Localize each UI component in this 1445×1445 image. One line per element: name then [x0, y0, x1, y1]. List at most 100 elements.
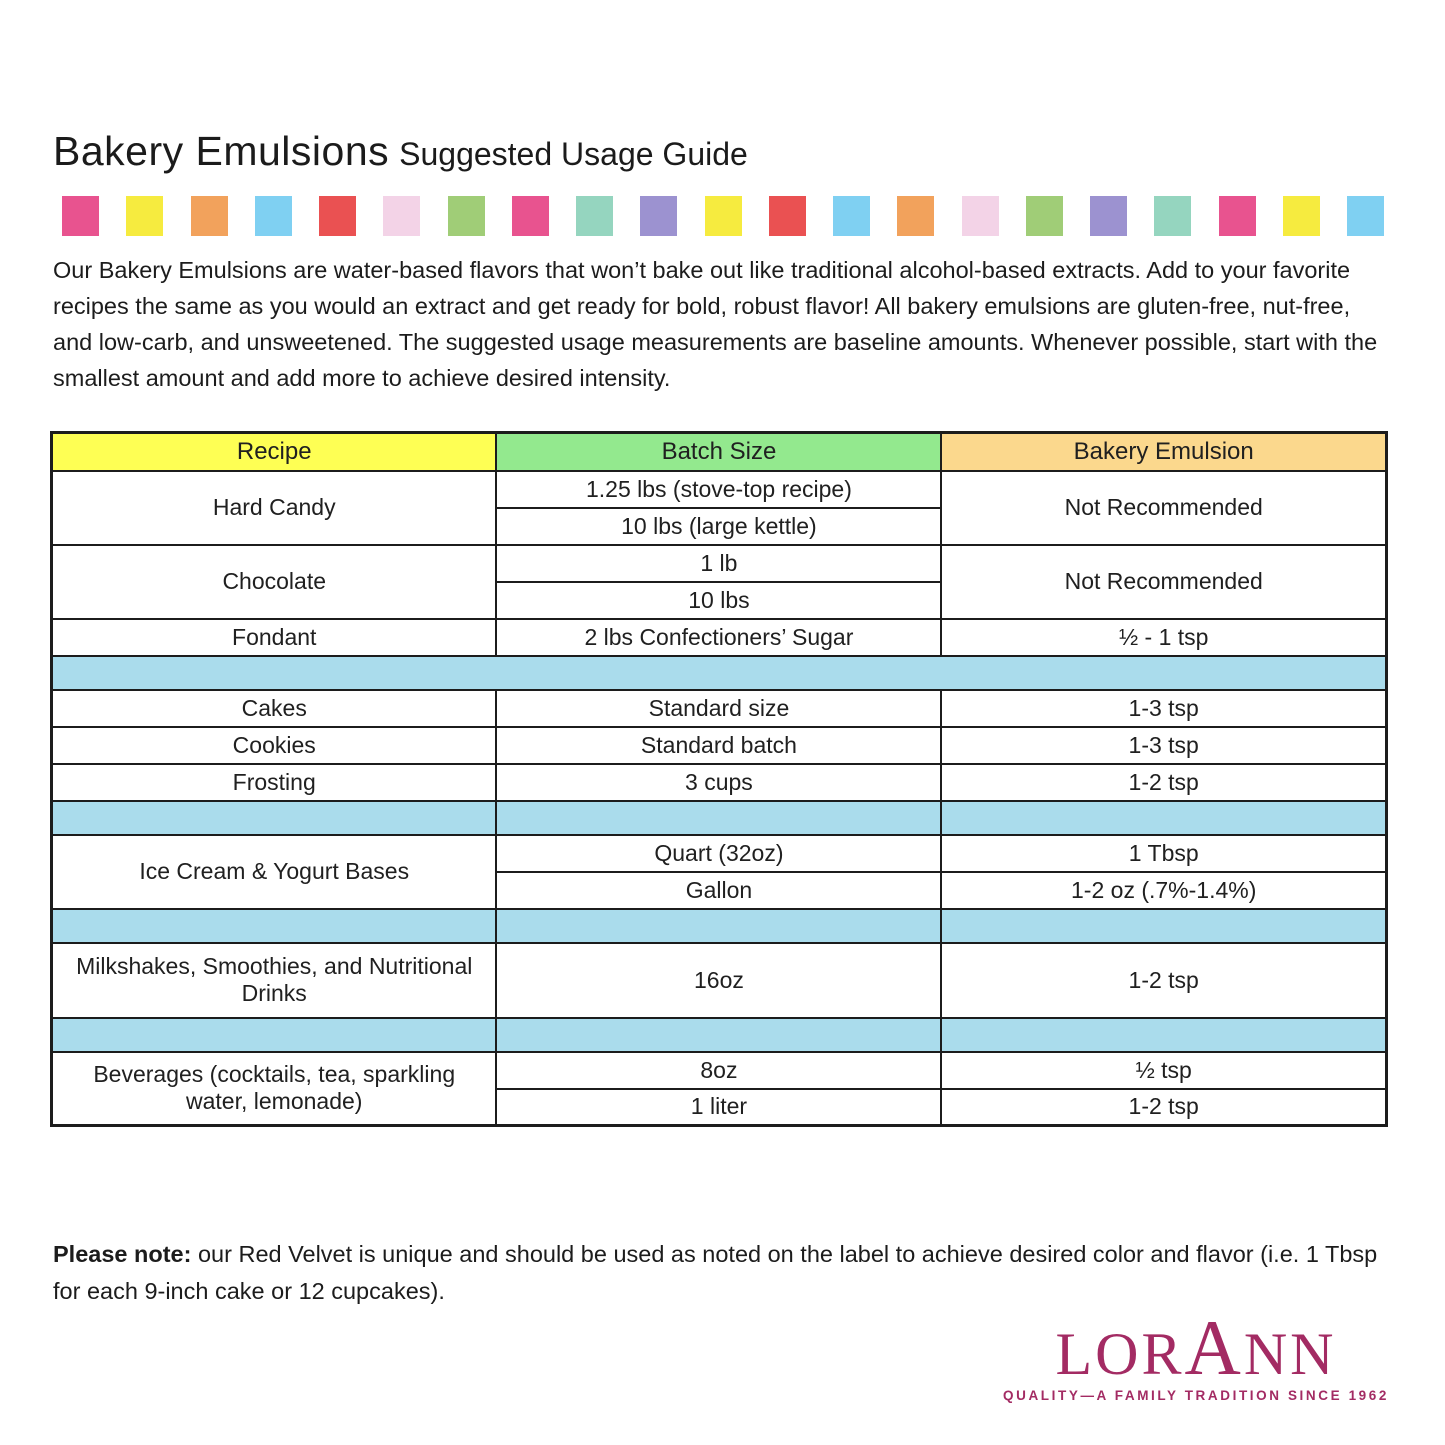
emulsion-cell: 1-2 oz (.7%-1.4%)	[940, 870, 1388, 910]
color-square	[833, 196, 870, 236]
recipe-cell-ice-cream: Ice Cream & Yogurt Bases	[50, 833, 498, 910]
column-header-bakery-emulsion: Bakery Emulsion	[940, 431, 1388, 472]
emulsion-cell: 1-2 tsp	[940, 941, 1388, 1019]
separator-cell	[940, 907, 1388, 944]
separator-cell	[940, 1016, 1388, 1053]
emulsion-cell: ½ tsp	[940, 1050, 1388, 1090]
color-square	[576, 196, 613, 236]
batch-cell: Quart (32oz)	[495, 833, 943, 873]
lorann-wordmark: LORANN	[1003, 1309, 1389, 1387]
color-square	[447, 196, 485, 236]
batch-cell: 16oz	[495, 941, 943, 1019]
color-square	[704, 196, 742, 236]
emulsion-cell: 1-3 tsp	[940, 688, 1388, 728]
separator-cell	[495, 799, 943, 836]
table-row-cakes: Cakes Standard size 1-3 tsp	[50, 688, 1388, 728]
batch-cell: 10 lbs (large kettle)	[495, 506, 943, 546]
color-strip	[62, 196, 1384, 236]
note-label: Please note:	[53, 1241, 192, 1267]
lorann-tagline: QUALITY—A FAMILY TRADITION SINCE 1962	[1003, 1388, 1389, 1403]
separator-cell	[495, 1016, 943, 1053]
color-square	[383, 196, 421, 236]
color-square	[126, 196, 164, 236]
separator-cell	[50, 654, 1388, 691]
usage-table: Recipe Batch Size Bakery Emulsion Hard C…	[50, 431, 1388, 1127]
table-row-chocolate-2: 10 lbs	[52, 580, 1387, 620]
color-square	[1154, 196, 1192, 236]
emulsion-cell: 1 Tbsp	[940, 833, 1388, 873]
table-row-beverages-2: 1 liter 1-2 tsp	[52, 1087, 1388, 1127]
recipe-cell-fondant: Fondant	[50, 617, 498, 657]
separator-band	[50, 654, 1388, 691]
table-row-frosting: Frosting 3 cups 1-2 tsp	[50, 762, 1388, 802]
separator-cell	[50, 907, 498, 944]
batch-cell: Gallon	[495, 870, 943, 910]
batch-cell: 3 cups	[495, 762, 943, 802]
recipe-cell-beverages: Beverages (cocktails, tea, sparkling wat…	[50, 1050, 498, 1127]
batch-cell: Standard size	[495, 688, 943, 728]
color-square	[768, 196, 806, 236]
color-square	[1218, 196, 1256, 236]
page-title: Bakery Emulsions Suggested Usage Guide	[53, 128, 748, 175]
color-square	[961, 196, 999, 236]
batch-cell: 1.25 lbs (stove-top recipe)	[495, 469, 943, 509]
table-row-milkshakes: Milkshakes, Smoothies, and Nutritional D…	[50, 941, 1388, 1019]
separator-band	[50, 799, 1388, 836]
batch-cell: 1 liter	[495, 1087, 943, 1127]
separator-band	[50, 907, 1388, 944]
color-square	[897, 196, 935, 236]
table-row-hard-candy-2: 10 lbs (large kettle)	[52, 506, 1387, 546]
batch-cell: Standard batch	[495, 725, 943, 765]
color-square	[319, 196, 356, 236]
batch-cell: 8oz	[495, 1050, 943, 1090]
batch-cell: 1 lb	[495, 543, 943, 583]
separator-cell	[50, 799, 498, 836]
color-square	[1025, 196, 1063, 236]
batch-cell: 10 lbs	[495, 580, 943, 620]
title-main: Bakery Emulsions	[53, 128, 390, 174]
table-row-beverages: Beverages (cocktails, tea, sparkling wat…	[50, 1050, 1388, 1127]
color-square	[1090, 196, 1127, 236]
title-subtitle: Suggested Usage Guide	[399, 136, 748, 172]
color-square	[1282, 196, 1320, 236]
batch-cell: 2 lbs Confectioners’ Sugar	[495, 617, 943, 657]
lorann-logo: LORANN QUALITY—A FAMILY TRADITION SINCE …	[1003, 1309, 1389, 1404]
color-square	[1347, 196, 1384, 236]
wordmark-nn: NN	[1243, 1321, 1337, 1387]
color-square	[254, 196, 292, 236]
color-square	[511, 196, 549, 236]
table-row-ice-cream-2: Gallon 1-2 oz (.7%-1.4%)	[52, 870, 1388, 910]
separator-cell	[50, 1016, 498, 1053]
color-square	[640, 196, 678, 236]
column-header-batch-size: Batch Size	[495, 431, 943, 472]
intro-paragraph: Our Bakery Emulsions are water-based fla…	[53, 257, 1378, 391]
emulsion-cell: 1-2 tsp	[940, 1087, 1388, 1127]
emulsion-cell: ½ - 1 tsp	[940, 617, 1388, 657]
separator-cell	[495, 907, 943, 944]
note-text: our Red Velvet is unique and should be u…	[53, 1241, 1378, 1304]
emulsion-cell: 1-3 tsp	[940, 725, 1388, 765]
table-row-ice-cream: Ice Cream & Yogurt Bases Quart (32oz) 1 …	[50, 833, 1388, 910]
separator-cell	[940, 799, 1388, 836]
emulsion-cell: Not Recommended	[940, 469, 1388, 546]
wordmark-a: A	[1184, 1304, 1244, 1391]
emulsion-cell: 1-2 tsp	[940, 762, 1388, 802]
table-header-row: Recipe Batch Size Bakery Emulsion	[50, 431, 1388, 472]
recipe-cell-hard-candy: Hard Candy	[50, 469, 498, 546]
table-row-cookies: Cookies Standard batch 1-3 tsp	[50, 725, 1388, 765]
recipe-cell-cookies: Cookies	[50, 725, 498, 765]
recipe-cell-frosting: Frosting	[50, 762, 498, 802]
emulsion-cell: Not Recommended	[940, 543, 1388, 620]
table-row-fondant: Fondant 2 lbs Confectioners’ Sugar ½ - 1…	[50, 617, 1388, 657]
table-row-chocolate: Chocolate 1 lb Not Recommended	[50, 543, 1388, 620]
recipe-cell-milkshakes: Milkshakes, Smoothies, and Nutritional D…	[50, 941, 498, 1019]
color-square	[190, 196, 228, 236]
recipe-cell-cakes: Cakes	[50, 688, 498, 728]
table-row-hard-candy: Hard Candy 1.25 lbs (stove-top recipe) N…	[50, 469, 1388, 546]
color-square	[62, 196, 99, 236]
wordmark-lor: LOR	[1055, 1321, 1185, 1387]
column-header-recipe: Recipe	[50, 431, 498, 472]
red-velvet-note: Please note: our Red Velvet is unique an…	[53, 1236, 1398, 1310]
separator-band	[50, 1016, 1388, 1053]
